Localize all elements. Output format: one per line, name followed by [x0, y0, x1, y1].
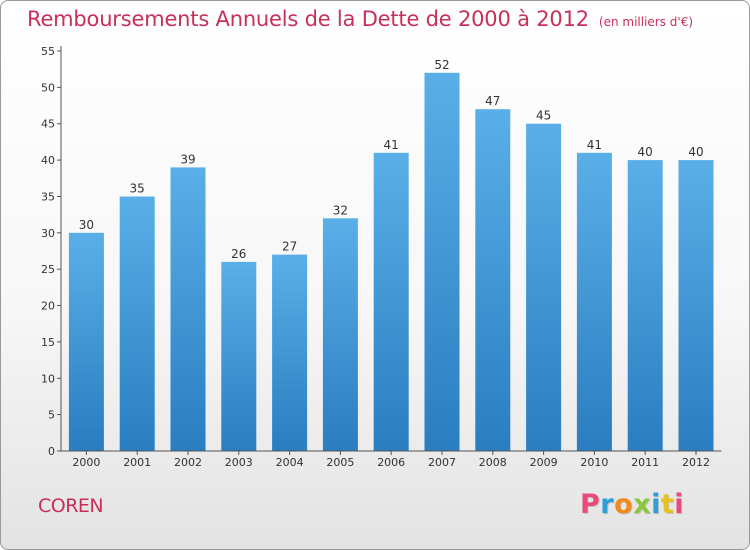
bar-series: 30 35 39 26 27 32 41 52 47 45 41 40 40	[68, 58, 714, 452]
y-tick-label-25: 25	[41, 263, 55, 276]
value-label-2003: 26	[231, 247, 246, 261]
bar-2012	[678, 160, 714, 451]
value-label-2007: 52	[434, 58, 449, 72]
value-label-2001: 35	[130, 182, 145, 196]
logo-letter: r	[600, 489, 615, 520]
y-tick-label-45: 45	[41, 118, 55, 131]
bar-2011	[627, 160, 663, 451]
logo-letter: i	[674, 489, 685, 520]
value-label-2000: 30	[79, 218, 94, 232]
x-tick-label-2009: 2009	[530, 456, 558, 469]
y-tick-label-10: 10	[41, 372, 55, 385]
logo-letter: t	[660, 489, 675, 520]
value-label-2010: 41	[587, 138, 602, 152]
x-tick-label-2003: 2003	[225, 456, 253, 469]
value-label-2005: 32	[333, 203, 348, 217]
proxiti-logo[interactable]: Proxiti	[580, 489, 684, 520]
logo-letter: i	[651, 489, 661, 520]
value-label-2002: 39	[180, 152, 195, 166]
bar-2009	[526, 123, 562, 451]
bar-2010	[576, 152, 612, 452]
x-tick-label-2006: 2006	[377, 456, 405, 469]
chart-title: Remboursements Annuels de la Dette de 20…	[27, 7, 589, 31]
bar-2006	[373, 152, 409, 452]
x-tick-label-2002: 2002	[174, 456, 202, 469]
y-tick-label-20: 20	[41, 300, 55, 313]
x-tick-label-2000: 2000	[72, 456, 100, 469]
x-tick-label-2007: 2007	[428, 456, 456, 469]
x-tick-label-2010: 2010	[580, 456, 608, 469]
logo-letter: x	[633, 489, 652, 520]
x-tick-label-2012: 2012	[682, 456, 710, 469]
x-tick-label-2005: 2005	[326, 456, 354, 469]
title-row: Remboursements Annuels de la Dette de 20…	[27, 7, 693, 31]
logo-letter: P	[580, 489, 601, 520]
value-label-2012: 40	[688, 145, 703, 159]
x-tick-label-2004: 2004	[276, 456, 304, 469]
value-label-2011: 40	[638, 145, 653, 159]
bar-2003	[221, 261, 257, 451]
logo-letter: o	[614, 489, 634, 520]
value-label-2009: 45	[536, 109, 551, 123]
value-label-2006: 41	[384, 138, 399, 152]
bar-2007	[424, 72, 460, 452]
bar-2004	[272, 254, 308, 451]
y-tick-label-50: 50	[41, 81, 55, 94]
value-label-2004: 27	[282, 240, 297, 254]
y-tick-label-55: 55	[41, 45, 55, 58]
commune-name: COREN	[38, 495, 104, 517]
y-tick-label-40: 40	[41, 154, 55, 167]
bar-2002	[170, 167, 206, 451]
x-tick-label-2008: 2008	[479, 456, 507, 469]
y-tick-label-30: 30	[41, 227, 55, 240]
y-tick-label-35: 35	[41, 191, 55, 204]
bar-2005	[322, 218, 358, 451]
value-label-2008: 47	[485, 94, 500, 108]
y-tick-label-15: 15	[41, 336, 55, 349]
x-tick-label-2011: 2011	[631, 456, 659, 469]
bar-2008	[475, 109, 511, 451]
x-tick-label-2001: 2001	[123, 456, 151, 469]
y-tick-label-5: 5	[48, 409, 55, 422]
bar-2001	[119, 196, 155, 451]
bar-2000	[68, 232, 104, 451]
axes: 2000 2001 2002 2003 2004 2005 2006 2007 2008 2009…	[41, 45, 722, 469]
chart-subtitle: (en milliers d'€)	[598, 15, 694, 29]
y-tick-label-0: 0	[48, 445, 55, 458]
